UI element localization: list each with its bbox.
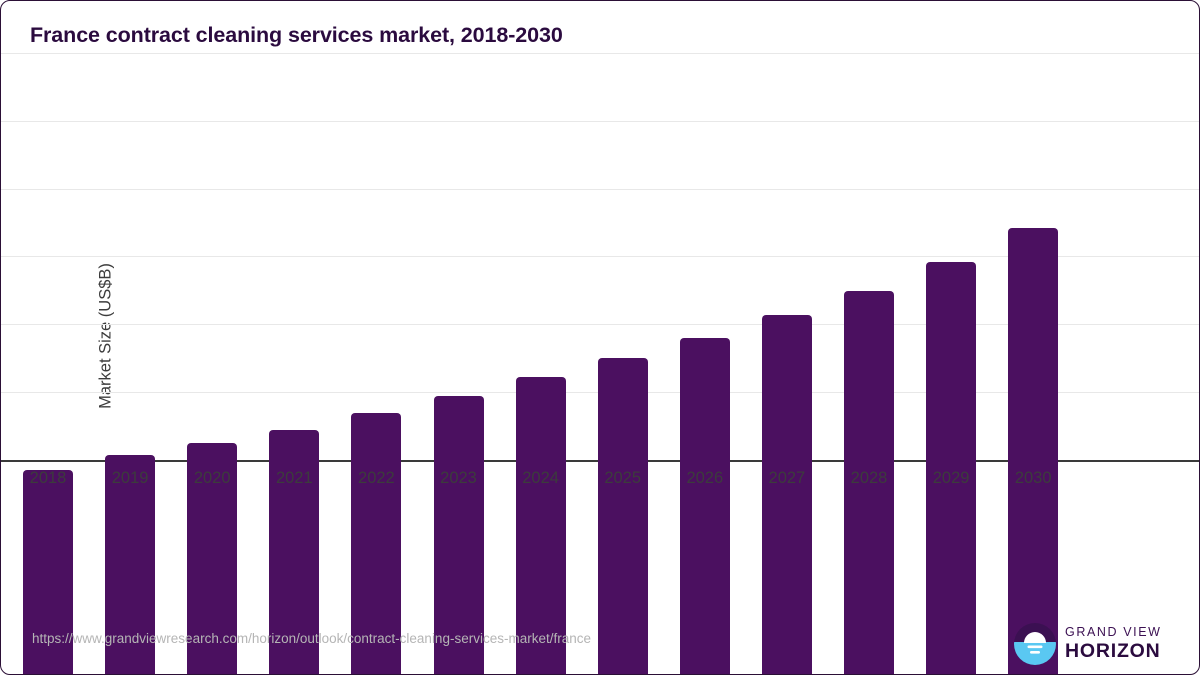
- x-axis-tick-label: 2028: [850, 469, 888, 487]
- bar[interactable]: [1008, 228, 1059, 674]
- logo-line-2: HORIZON: [1065, 640, 1161, 662]
- y-axis-label: Market Size (US$B): [96, 263, 115, 409]
- x-axis-tick-label: 2029: [932, 469, 970, 487]
- bar[interactable]: [597, 358, 648, 674]
- bar[interactable]: [844, 290, 894, 674]
- horizon-logo-icon: [1014, 623, 1056, 665]
- bar[interactable]: [761, 315, 812, 674]
- x-axis-tick-label: 2026: [686, 469, 724, 487]
- gridline: [1, 188, 1199, 190]
- bar[interactable]: [269, 430, 320, 674]
- gridline: [1, 52, 1199, 54]
- x-axis-tick-label: 2021: [275, 469, 313, 487]
- x-axis-tick-label: 2024: [522, 469, 559, 487]
- x-axis-tick-label: 2018: [29, 469, 67, 487]
- page-title: France contract cleaning services market…: [30, 23, 563, 47]
- gridline: [1, 324, 1199, 326]
- bar[interactable]: [23, 469, 73, 674]
- bar[interactable]: [187, 442, 238, 674]
- x-axis-tick-label: 2030: [1014, 469, 1052, 487]
- bar[interactable]: [515, 377, 566, 674]
- bar[interactable]: [433, 396, 484, 674]
- bar[interactable]: [105, 454, 156, 674]
- gridline: [1, 256, 1199, 258]
- x-axis-tick-label: 2022: [358, 469, 395, 487]
- gridline: [1, 120, 1199, 122]
- logo-line-1: GRAND VIEW: [1065, 625, 1162, 639]
- bar[interactable]: [679, 338, 730, 674]
- logo-wordmark: GRAND VIEW HORIZON: [1065, 625, 1162, 662]
- x-axis-tick-label: 2027: [768, 469, 806, 487]
- source-url[interactable]: https://www.grandviewresearch.com/horizo…: [32, 631, 591, 646]
- bar[interactable]: [926, 262, 977, 674]
- x-axis-tick-label: 2019: [111, 469, 149, 487]
- x-axis-tick-label: 2025: [604, 469, 642, 487]
- x-axis-tick-label: 2023: [440, 469, 477, 487]
- x-axis-tick-label: 2020: [193, 469, 231, 487]
- bar[interactable]: [351, 412, 402, 674]
- brand-logo[interactable]: GRAND VIEW HORIZON: [1013, 621, 1173, 667]
